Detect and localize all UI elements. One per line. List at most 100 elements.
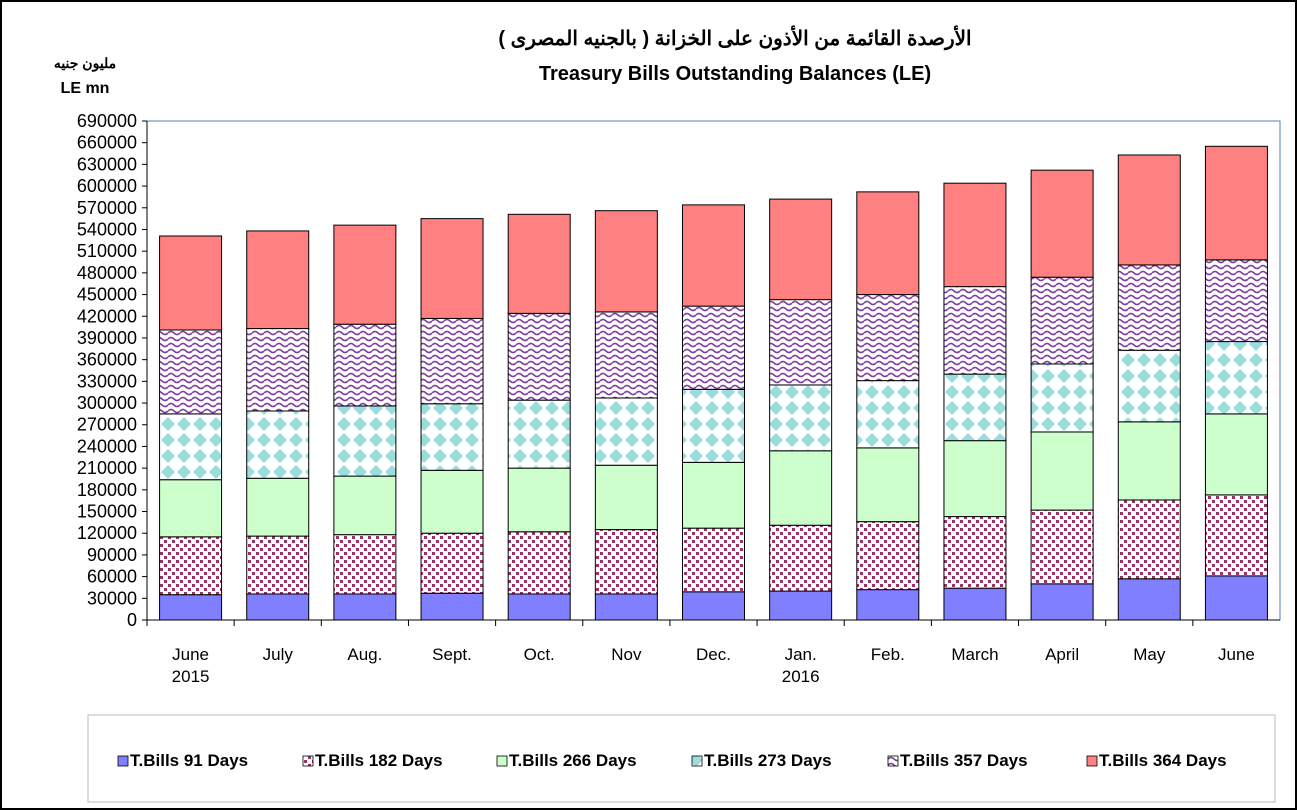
legend-label: T.Bills 266 Days	[509, 751, 637, 770]
bar-segment	[594, 529, 658, 595]
bar-segment	[1030, 509, 1094, 585]
bar-segment	[856, 294, 920, 382]
bar-segment	[333, 593, 397, 621]
y-tick-label: 330000	[77, 371, 137, 391]
bar-segment	[769, 299, 833, 386]
y-tick-label: 180000	[77, 480, 137, 500]
bar-segment	[943, 286, 1007, 375]
bar-segment	[507, 312, 571, 401]
bar-segment	[682, 461, 745, 529]
bar-segment	[1204, 575, 1268, 621]
legend-box	[87, 714, 1276, 803]
chart-title-ar: الأرصدة القائمة من الأذون على الخزانة ( …	[498, 25, 971, 51]
bar-segment	[1117, 499, 1181, 580]
y-tick-label: 60000	[87, 567, 137, 587]
x-tick-label: Dec.	[696, 645, 731, 664]
y-tick-label: 510000	[77, 241, 137, 261]
bar-segment	[769, 384, 833, 452]
y-tick-label: 570000	[77, 198, 137, 218]
y-tick-label: 150000	[77, 502, 137, 522]
bar-segment	[1204, 145, 1268, 261]
y-tick-label: 540000	[77, 219, 137, 239]
bar-segment	[1030, 363, 1094, 433]
y-tick-label: 210000	[77, 458, 137, 478]
bar-segment	[507, 467, 571, 533]
legend-swatch	[1086, 755, 1098, 767]
bar-segment	[420, 403, 484, 471]
bar-segment	[159, 329, 223, 415]
legend-label: T.Bills 91 Days	[130, 751, 248, 770]
y-tick-label: 30000	[87, 588, 137, 608]
bar-segment	[856, 447, 920, 523]
bar-segment	[246, 410, 310, 479]
bar-segment	[1117, 421, 1181, 501]
x-tick-label: May	[1133, 645, 1166, 664]
bar-segment	[1030, 276, 1094, 365]
bar-segment	[246, 535, 310, 595]
bar-segment	[682, 204, 745, 307]
bar-segment	[594, 311, 658, 399]
bar-segment	[246, 230, 310, 330]
bar-segment	[943, 516, 1007, 589]
legend-swatch	[117, 755, 129, 767]
bar-segment	[507, 531, 571, 595]
bar-segment	[420, 317, 484, 405]
bar-segment	[246, 593, 310, 621]
bar-segment	[769, 198, 833, 301]
bar-segment	[333, 475, 397, 536]
x-tick-label: April	[1045, 645, 1079, 664]
legend-label: T.Bills 357 Days	[900, 751, 1028, 770]
x-tick-label: Aug.	[347, 645, 382, 664]
y-tick-label: 0	[127, 610, 137, 630]
bar-segment	[246, 328, 310, 412]
bar-segment	[246, 477, 310, 537]
bar-segment	[333, 405, 397, 477]
bar-segment	[420, 592, 484, 621]
y-tick-label: 120000	[77, 523, 137, 543]
y-tick-label: 360000	[77, 350, 137, 370]
x-tick-label: Jan. 2016	[782, 645, 820, 686]
bar-segment	[769, 590, 833, 621]
y-axis-label-ar: مليون جنيه	[54, 55, 116, 72]
x-tick-label: July	[263, 645, 294, 664]
legend-label: T.Bills 273 Days	[704, 751, 832, 770]
y-tick-label: 690000	[77, 111, 137, 131]
y-tick-label: 300000	[77, 393, 137, 413]
bar-segment	[594, 464, 658, 531]
bar-segment	[159, 536, 223, 596]
bar-segment	[420, 532, 484, 594]
bar-segment	[769, 450, 833, 526]
y-tick-label: 600000	[77, 176, 137, 196]
y-tick-label: 90000	[87, 545, 137, 565]
bar-segment	[1117, 349, 1181, 423]
bar-segment	[856, 380, 920, 449]
bar-segment	[420, 469, 484, 534]
y-tick-label: 480000	[77, 263, 137, 283]
bar-segment	[1030, 169, 1094, 278]
y-axis-label: LE mn	[61, 80, 110, 97]
x-tick-label: June	[1218, 645, 1255, 664]
bar-segment	[159, 594, 223, 621]
bar-segment	[333, 323, 397, 407]
bar-segment	[159, 479, 223, 538]
bar-segment	[1030, 431, 1094, 511]
bar-segment	[1117, 264, 1181, 351]
y-tick-label: 270000	[77, 415, 137, 435]
bar-segment	[682, 591, 745, 621]
bar-segment	[943, 587, 1007, 621]
bar-segment	[943, 373, 1007, 442]
bar-segment	[943, 440, 1007, 518]
legend-label: T.Bills 182 Days	[315, 751, 443, 770]
y-tick-label: 630000	[77, 154, 137, 174]
bar-segment	[1030, 583, 1094, 621]
legend-swatch	[691, 755, 703, 767]
bar-segment	[333, 534, 397, 595]
bar-segment	[1204, 341, 1268, 415]
x-tick-label: Sept.	[432, 645, 472, 664]
y-tick-label: 660000	[77, 133, 137, 153]
y-tick-label: 390000	[77, 328, 137, 348]
x-tick-label: March	[951, 645, 998, 664]
bar-segment	[856, 521, 920, 591]
bar-segment	[594, 210, 658, 313]
